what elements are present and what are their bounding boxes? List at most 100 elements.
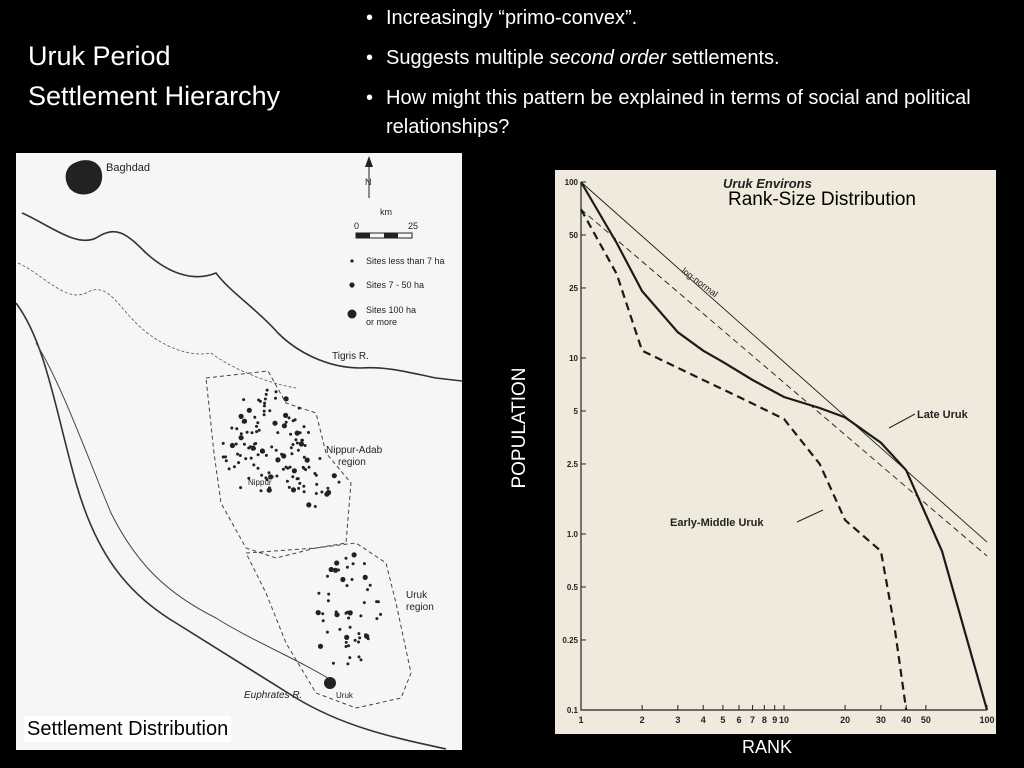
site-dot xyxy=(368,583,372,587)
scale-start: 0 xyxy=(354,221,359,231)
site-dot xyxy=(264,476,268,480)
site-dot xyxy=(325,630,329,634)
site-dot xyxy=(235,427,239,431)
site-dot xyxy=(302,455,306,459)
bullet-text: Increasingly xyxy=(386,7,499,29)
slide-title-line-1: Uruk Period xyxy=(28,41,171,71)
site-dot xyxy=(307,431,310,434)
site-dot xyxy=(242,442,246,446)
baghdad-marker xyxy=(65,160,103,195)
site-dot xyxy=(315,482,319,486)
site-dot xyxy=(259,448,265,454)
site-dot xyxy=(234,442,238,446)
site-dot xyxy=(331,473,337,479)
site-dot xyxy=(359,614,363,618)
site-dot xyxy=(290,452,294,456)
site-dot xyxy=(334,560,340,566)
site-dot xyxy=(293,418,297,422)
site-dot xyxy=(221,455,225,459)
y-axis-label: POPULATION xyxy=(509,367,530,489)
site-dot xyxy=(351,552,357,558)
x-tick-label: 20 xyxy=(840,715,850,725)
site-dot xyxy=(283,396,289,402)
x-tick-label: 2 xyxy=(640,715,645,725)
site-dot xyxy=(314,492,318,495)
bullet-glyph: • xyxy=(366,7,374,29)
slide-title-line-2: Settlement Hierarchy xyxy=(28,81,281,111)
bullet-text: Suggests multiple xyxy=(386,47,550,69)
site-dot xyxy=(327,592,331,596)
site-dot xyxy=(304,457,310,463)
site-dot xyxy=(274,390,278,394)
legend-large-label-2: or more xyxy=(366,317,397,327)
x-tick-label: 50 xyxy=(921,715,931,725)
site-dot xyxy=(332,567,339,573)
site-dot xyxy=(229,442,235,449)
site-dot xyxy=(340,576,346,583)
bullet-item: • How might this pattern be explained in… xyxy=(364,84,1014,142)
map-svg: Baghdad Tigris R. Euphrates R. Nippur-Ad… xyxy=(16,156,462,750)
site-dot xyxy=(227,467,231,471)
bullet-item: • Suggests multiple second order settlem… xyxy=(364,44,1014,73)
site-dot xyxy=(259,489,263,493)
site-dot xyxy=(232,465,236,469)
chart-svg: Uruk Environs 1 2 3 4 5 6 7 8 9 10 20 30 40 50 1001005… xyxy=(562,176,994,725)
site-dot xyxy=(253,415,257,419)
x-tick-label: 30 xyxy=(876,715,886,725)
site-dot xyxy=(321,619,325,623)
site-dot xyxy=(353,638,357,642)
site-dot xyxy=(268,488,272,492)
chart-title: Uruk Environs xyxy=(723,176,812,191)
euphrates-channel xyxy=(35,342,337,684)
series-line xyxy=(580,208,908,711)
x-tick-label: 7 xyxy=(750,715,755,725)
site-dot xyxy=(239,432,243,436)
map-caption: Settlement Distribution xyxy=(24,716,232,742)
site-dot xyxy=(375,617,379,621)
site-dot xyxy=(239,486,243,490)
site-dot xyxy=(268,474,274,480)
site-dot xyxy=(291,468,297,474)
site-dot xyxy=(224,455,227,459)
site-dot xyxy=(366,637,370,641)
tigris-river xyxy=(21,212,462,382)
y-tick-label: 1.0 xyxy=(567,530,579,539)
map-label-tigris: Tigris R. xyxy=(332,351,369,362)
x-tick-label: 5 xyxy=(720,715,725,725)
site-dot xyxy=(250,431,254,435)
map-label-uruk-region-1: Uruk xyxy=(406,590,428,601)
site-dot xyxy=(245,430,249,434)
site-dot xyxy=(255,424,258,428)
y-tick-label: 50 xyxy=(569,231,578,240)
site-dot xyxy=(337,480,341,484)
site-dot xyxy=(221,441,225,445)
site-dot xyxy=(344,556,348,560)
site-dot xyxy=(321,612,325,616)
y-tick-label: 2.5 xyxy=(567,460,579,469)
site-dot xyxy=(350,578,354,581)
legend-large-label-1: Sites 100 ha xyxy=(366,305,416,315)
site-dot xyxy=(249,456,253,460)
site-dot xyxy=(296,477,300,481)
site-dot xyxy=(238,454,242,457)
site-dot xyxy=(252,463,256,467)
site-dot xyxy=(268,409,272,413)
site-dot xyxy=(265,388,269,392)
site-dot xyxy=(288,465,292,469)
bullet-text-end: settlements. xyxy=(666,47,780,69)
site-dot xyxy=(244,457,248,461)
x-tick-label: 100 xyxy=(979,715,994,725)
settlement-map: Baghdad Tigris R. Euphrates R. Nippur-Ad… xyxy=(16,153,462,750)
site-dot xyxy=(306,502,312,508)
uruk-site-large xyxy=(324,677,336,689)
series-line xyxy=(580,181,988,543)
site-dot xyxy=(298,431,302,435)
site-dot xyxy=(297,406,301,410)
site-dot xyxy=(366,588,369,592)
site-dot xyxy=(284,465,288,469)
site-dot xyxy=(338,627,342,631)
site-dot xyxy=(224,459,228,463)
site-dot xyxy=(253,442,257,446)
map-label-nippur: Nippur xyxy=(248,478,272,487)
x-tick-label: 9 xyxy=(772,715,777,725)
